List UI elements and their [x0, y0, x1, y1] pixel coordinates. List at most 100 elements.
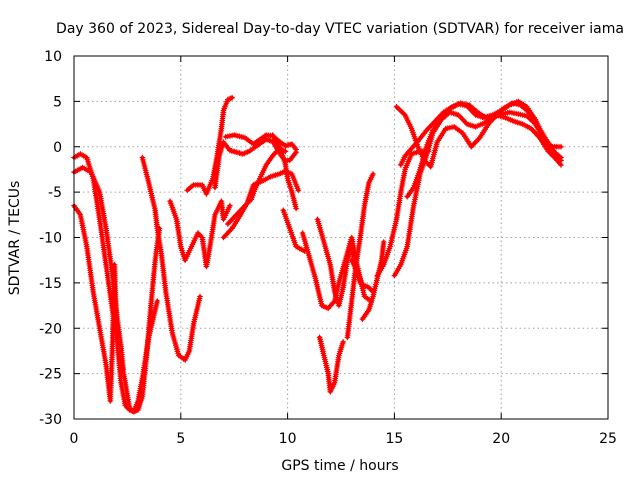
data-point [360, 283, 364, 287]
series-track-17 [348, 257, 376, 295]
series-track-11 [269, 132, 299, 212]
data-point [450, 105, 454, 109]
data-point [518, 103, 523, 107]
data-point [559, 145, 563, 149]
data-point [529, 127, 533, 131]
data-point [132, 410, 136, 414]
data-point [283, 144, 288, 148]
data-point [294, 147, 298, 152]
data-point [123, 403, 127, 407]
data-point [288, 158, 292, 162]
series-track-12 [280, 207, 308, 254]
data-point [476, 110, 480, 114]
data-point [326, 372, 330, 376]
data-point [170, 331, 174, 335]
data-point [403, 154, 407, 158]
y-tick-label: -30 [39, 412, 62, 428]
data-point [281, 208, 285, 212]
data-point [198, 294, 202, 299]
data-point [185, 188, 189, 192]
data-point [279, 149, 283, 153]
data-point [478, 136, 482, 140]
data-point [341, 340, 345, 344]
series-track-4 [139, 154, 203, 363]
data-point [192, 322, 196, 326]
data-point [254, 145, 258, 149]
data-point [258, 176, 262, 181]
data-point [322, 353, 326, 358]
x-axis-label: GPS time / hours [281, 458, 398, 474]
data-point [283, 149, 288, 153]
data-point [503, 116, 508, 120]
data-point [328, 390, 332, 394]
x-tick-label: 20 [492, 431, 510, 447]
data-point [382, 240, 386, 244]
data-point [360, 317, 364, 321]
data-point [85, 156, 89, 160]
data-point [403, 113, 407, 117]
y-tick-label: 0 [53, 140, 62, 156]
data-point [271, 139, 275, 143]
data-point [459, 101, 463, 105]
data-point [115, 335, 119, 339]
data-point [469, 145, 473, 149]
data-point [493, 113, 497, 117]
data-point [452, 125, 456, 129]
data-point [241, 152, 245, 156]
data-point [516, 112, 520, 116]
data-point [283, 163, 288, 167]
series-track-15 [316, 334, 346, 395]
data-point [435, 140, 439, 144]
data-point [296, 188, 300, 192]
data-point [290, 142, 294, 146]
data-point [553, 150, 557, 154]
data-point [345, 335, 349, 339]
x-tick-label: 5 [176, 431, 185, 447]
data-point [224, 135, 228, 139]
data-point [213, 186, 217, 190]
data-point [399, 190, 403, 194]
data-point [326, 306, 330, 310]
y-tick-label: -25 [39, 367, 62, 383]
data-point [320, 304, 324, 308]
data-point [243, 204, 247, 208]
data-point [358, 235, 362, 240]
data-point [228, 204, 232, 208]
data-point [290, 172, 294, 176]
data-point [200, 235, 204, 240]
series-track-16 [344, 171, 376, 341]
data-point [367, 181, 371, 185]
chart-title: Day 360 of 2023, Sidereal Day-to-day VTE… [56, 21, 624, 37]
data-point [412, 186, 416, 190]
axis-ticks: 0 5 10 15 20 25 -30 -25 -20 -15 -10 -5 0 5 10 [39, 49, 617, 447]
data-point [424, 145, 428, 149]
data-point [313, 276, 317, 280]
data-point [416, 139, 420, 143]
data-point [356, 272, 360, 276]
data-point [318, 335, 322, 339]
data-point [151, 317, 155, 321]
data-point [538, 136, 542, 140]
y-axis-label: SDTVAR / TECUs [7, 181, 23, 296]
x-tick-label: 15 [385, 431, 403, 447]
data-point [196, 231, 200, 235]
data-point [467, 103, 471, 107]
data-point [189, 245, 194, 249]
data-point [559, 156, 563, 160]
data-point [110, 344, 114, 348]
data-point [268, 175, 273, 179]
data-point [153, 208, 157, 212]
data-point [119, 381, 123, 385]
data-point [399, 163, 403, 167]
data-point [307, 254, 311, 258]
data-point [512, 119, 516, 123]
data-point [217, 154, 221, 158]
data-point [371, 294, 375, 299]
data-point [98, 190, 102, 194]
data-point [219, 199, 223, 203]
data-point [521, 122, 525, 126]
data-point [337, 281, 341, 285]
data-point [544, 137, 548, 142]
series-track-8 [222, 132, 299, 153]
